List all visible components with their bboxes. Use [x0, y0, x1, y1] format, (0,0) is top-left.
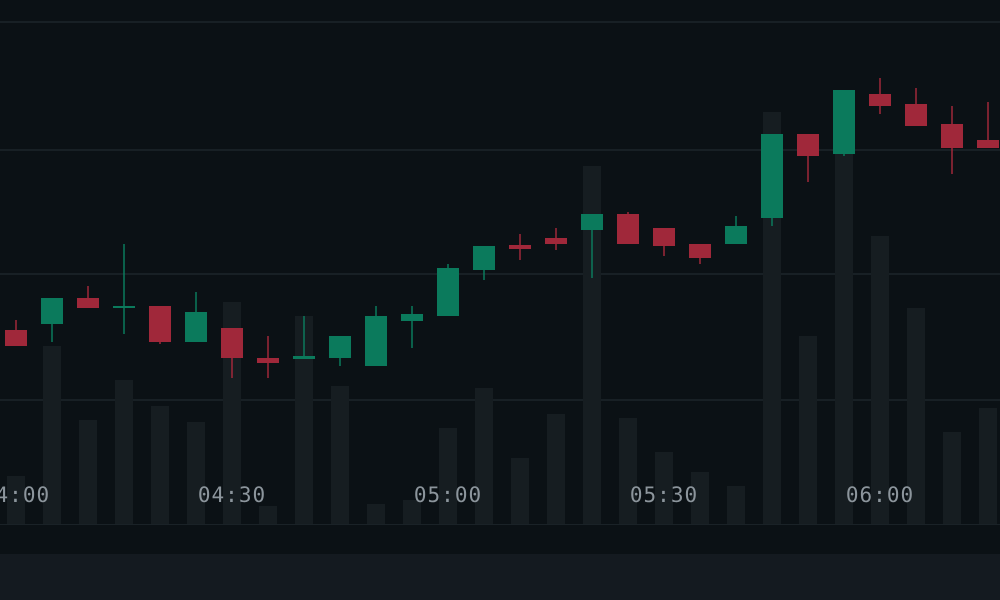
bottom-panel	[0, 554, 1000, 600]
candle-body	[113, 306, 135, 308]
candle-body	[149, 306, 171, 342]
volume-bar	[331, 386, 349, 524]
candle-body	[869, 94, 891, 106]
volume-bar	[871, 236, 889, 524]
time-axis: 04:00 04:30 05:00 05:30 06:00	[0, 483, 914, 507]
candle-body	[617, 214, 639, 244]
candle-body	[5, 330, 27, 346]
volume-bar	[727, 486, 745, 524]
x-tick-label: 04:30	[198, 483, 266, 507]
candle-layer	[5, 78, 999, 378]
volume-bar	[835, 150, 853, 524]
candle-body	[41, 298, 63, 324]
x-tick-label: 04:00	[0, 483, 50, 507]
volume-bar	[799, 336, 817, 524]
candle-body	[653, 228, 675, 246]
candle-body	[293, 356, 315, 359]
volume-bar	[907, 308, 925, 524]
candle-body	[833, 90, 855, 154]
candle-body	[329, 336, 351, 358]
volume-bar	[115, 380, 133, 524]
volume-bar	[403, 500, 421, 524]
volume-bar	[475, 388, 493, 524]
candle-body	[725, 226, 747, 244]
candle-body	[941, 124, 963, 148]
candle-body	[761, 134, 783, 218]
candle-body	[401, 314, 423, 321]
x-tick-label: 05:30	[630, 483, 698, 507]
candle-body	[365, 316, 387, 366]
candle-body	[437, 268, 459, 316]
candle-body	[689, 244, 711, 258]
candle-body	[473, 246, 495, 270]
volume-bar	[655, 452, 673, 524]
volume-bar	[295, 316, 313, 524]
volume-bar	[259, 506, 277, 524]
volume-bar	[583, 166, 601, 524]
candle-body	[977, 140, 999, 148]
volume-bar	[187, 422, 205, 524]
candle-body	[509, 245, 531, 249]
volume-bar	[151, 406, 169, 524]
x-tick-label: 06:00	[846, 483, 914, 507]
volume-bar	[943, 432, 961, 524]
volume-bar	[619, 418, 637, 524]
volume-bar	[439, 428, 457, 524]
volume-bar	[547, 414, 565, 524]
candle-body	[185, 312, 207, 342]
volume-bar	[511, 458, 529, 524]
candle-body	[905, 104, 927, 126]
candle-body	[797, 134, 819, 156]
volume-bar	[43, 346, 61, 524]
candle-body	[257, 358, 279, 363]
volume-bar	[691, 472, 709, 524]
candle-body	[545, 238, 567, 244]
candle-body	[581, 214, 603, 230]
candle-body	[221, 328, 243, 358]
volume-bar	[367, 504, 385, 524]
volume-bar	[7, 476, 25, 524]
x-tick-label: 05:00	[414, 483, 482, 507]
volume-bar	[979, 408, 997, 524]
candle-body	[77, 298, 99, 308]
axis-strip	[0, 524, 1000, 554]
volume-bar	[79, 420, 97, 524]
grid	[0, 21, 1000, 401]
